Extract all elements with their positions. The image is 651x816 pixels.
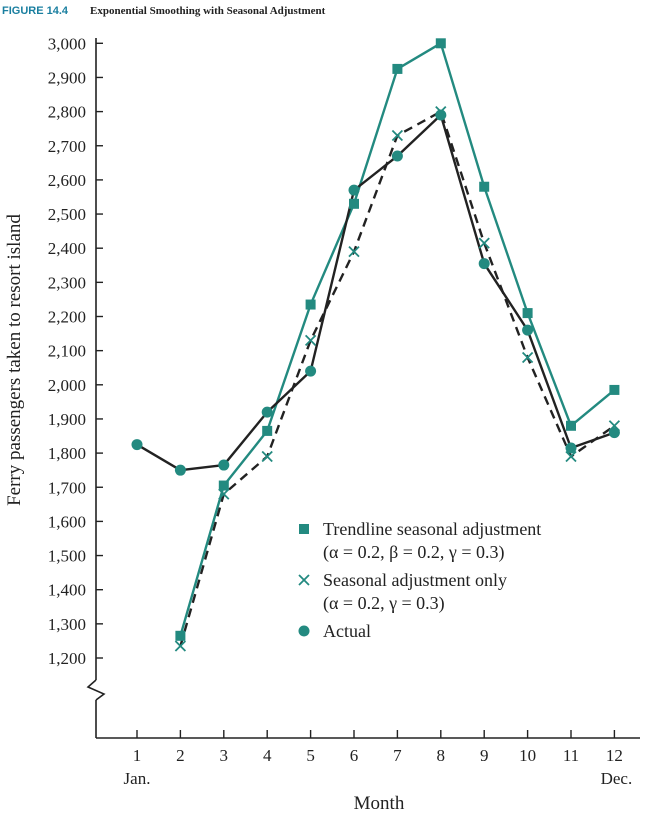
x-sub-label-dec: Dec. [601, 769, 633, 788]
data-point-actual [218, 459, 230, 471]
x-tick-label: 7 [393, 746, 402, 765]
x-tick-label: 2 [176, 746, 185, 765]
data-point-actual [348, 184, 360, 196]
y-tick-label: 1,400 [48, 581, 86, 600]
data-point-trend [566, 420, 576, 431]
legend-label-seasonal: Seasonal adjustment only [323, 570, 507, 590]
figure-label: FIGURE 14.4 [2, 5, 69, 17]
data-point-actual [478, 258, 490, 270]
y-tick-label: 1,900 [48, 410, 86, 429]
y-tick-label: 1,600 [48, 512, 86, 531]
y-axis-title: Ferry passengers taken to resort island [4, 214, 25, 506]
x-marker-stroke [565, 450, 577, 463]
series-line-actual [136, 113, 615, 472]
data-point-trend [349, 198, 359, 209]
series-layer [131, 38, 621, 652]
data-point-actual [305, 365, 317, 377]
y-tick-label: 3,000 [48, 34, 86, 53]
y-tick-label: 1,800 [48, 444, 86, 463]
x-marker-stroke [391, 129, 404, 142]
x-tick-label: 10 [519, 746, 536, 765]
x-marker-stroke [478, 237, 490, 249]
data-point-seasonal [174, 640, 187, 652]
x-marker-stroke [304, 334, 317, 347]
figure-title: Exponential Smoothing with Seasonal Adju… [90, 5, 326, 17]
axes: 1,200 1,300 1,400 1,500 1,600 1,700 1,800 1,900… [48, 34, 640, 788]
data-point-trend [435, 38, 446, 49]
legend-marker-actual [298, 625, 310, 637]
data-point-actual [131, 439, 143, 451]
y-tick-label: 2,100 [48, 342, 86, 361]
x-axis-title: Month [354, 793, 405, 814]
y-tick-label: 2,500 [48, 205, 86, 224]
data-point-actual [391, 150, 403, 162]
data-point-trend [262, 425, 273, 436]
x-tick-label: 9 [480, 746, 489, 765]
x-marker-stroke [261, 450, 273, 463]
data-point-trend [305, 299, 316, 310]
data-point-seasonal [304, 334, 317, 347]
data-point-actual [522, 324, 534, 336]
series-markers-actual [131, 109, 620, 476]
series-line-seasonal [179, 110, 616, 647]
x-marker-stroke [218, 488, 230, 500]
data-point-seasonal [391, 129, 404, 142]
data-point-actual [435, 109, 447, 121]
series-markers-trend [175, 38, 620, 641]
x-marker-stroke [521, 351, 534, 364]
x-tick-label: 11 [563, 746, 579, 765]
data-point-seasonal [565, 450, 577, 463]
legend-marker-trend [299, 524, 309, 534]
data-point-seasonal [261, 450, 273, 463]
y-tick-label: 2,600 [48, 171, 86, 190]
x-tick-label: 8 [437, 746, 446, 765]
x-tick-label: 12 [606, 746, 623, 765]
legend-label-actual: Actual [323, 621, 371, 641]
data-point-seasonal [348, 245, 360, 258]
data-point-seasonal [521, 351, 534, 364]
data-point-actual [608, 427, 620, 439]
y-tick-label: 2,900 [48, 68, 86, 87]
x-marker-stroke [348, 245, 360, 258]
y-tick-label: 2,200 [48, 308, 86, 327]
data-point-trend [522, 308, 533, 319]
x-tick-label: 6 [350, 746, 359, 765]
series-actual [136, 113, 615, 472]
x-marker-stroke [174, 640, 187, 652]
y-tick-label: 1,300 [48, 615, 86, 634]
y-tick-label: 1,500 [48, 547, 86, 566]
data-point-seasonal [478, 237, 490, 249]
y-tick-label: 2,000 [48, 376, 86, 395]
x-tick-label: 4 [263, 746, 272, 765]
y-tick-label: 1,700 [48, 478, 86, 497]
axis-break-icon [86, 679, 106, 701]
x-sub-label-jan: Jan. [124, 769, 151, 788]
data-point-trend [609, 384, 620, 395]
data-point-actual [261, 406, 273, 418]
data-point-trend [175, 630, 186, 641]
series-seasonal [179, 110, 616, 647]
data-point-trend [479, 181, 490, 192]
x-tick-label: 3 [220, 746, 229, 765]
x-tick-label: 5 [306, 746, 315, 765]
y-tick-label: 2,400 [48, 239, 86, 258]
legend-params-seasonal: (α = 0.2, γ = 0.3) [323, 593, 445, 614]
data-point-seasonal [218, 488, 230, 500]
y-tick-label: 2,800 [48, 103, 86, 122]
data-point-actual [174, 464, 186, 476]
y-tick-label: 1,200 [48, 649, 86, 668]
y-tick-label: 2,700 [48, 137, 86, 156]
legend-marker-seasonal [298, 574, 310, 586]
legend: Trendline seasonal adjustment (α = 0.2, β… [298, 519, 541, 641]
y-tick-label: 2,300 [48, 273, 86, 292]
data-point-trend [392, 63, 403, 74]
legend-params-trend: (α = 0.2, β = 0.2, γ = 0.3) [323, 542, 505, 563]
x-tick-label: 1 [133, 746, 142, 765]
data-point-trend [218, 480, 229, 491]
x-marker-stroke [298, 574, 310, 586]
legend-label-trend: Trendline seasonal adjustment [323, 519, 541, 539]
data-point-actual [565, 442, 577, 454]
